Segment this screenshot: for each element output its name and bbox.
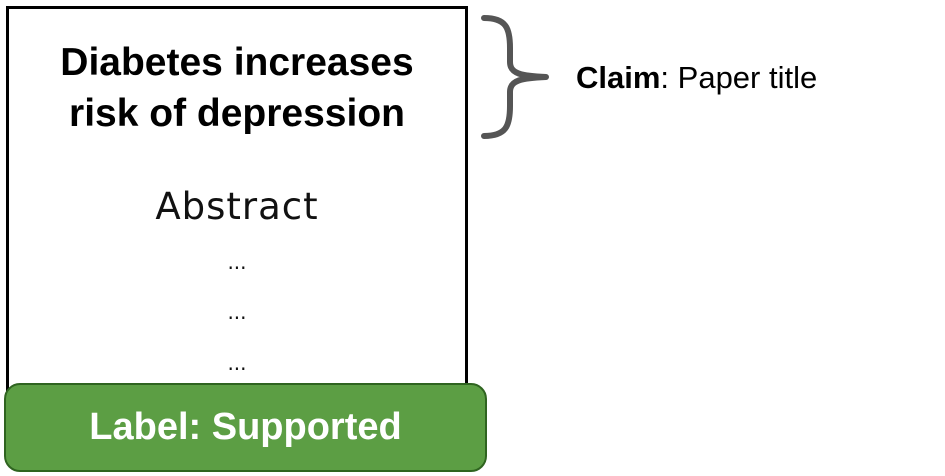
claim-key: Claim [576, 60, 661, 95]
label-badge: Label: Supported [4, 383, 487, 472]
claim-annotation: Claim: Paper title [576, 58, 817, 98]
paper-title: Diabetes increases risk of depression [60, 41, 414, 135]
label-text: Label: Supported [89, 406, 402, 448]
abstract-ellipsis: ... [227, 351, 247, 375]
paper-card: Diabetes increases risk of depression Ab… [6, 6, 468, 406]
abstract-ellipsis: ... [227, 250, 247, 274]
abstract-heading: Abstract [155, 185, 319, 228]
curly-brace-icon [481, 15, 549, 139]
claim-value: : Paper title [660, 60, 818, 95]
abstract-ellipsis: ... [227, 300, 247, 324]
